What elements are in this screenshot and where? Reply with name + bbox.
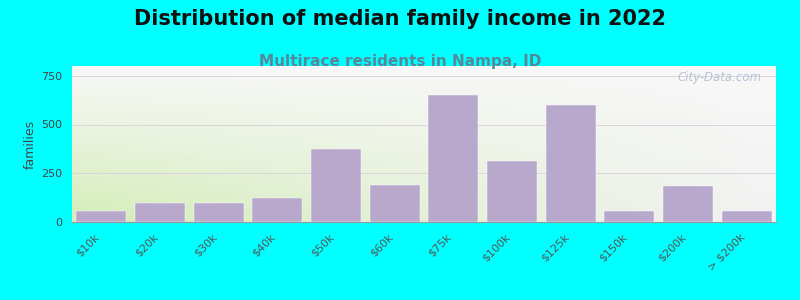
Bar xyxy=(722,211,771,222)
Bar xyxy=(487,160,537,222)
Text: Multirace residents in Nampa, ID: Multirace residents in Nampa, ID xyxy=(259,54,541,69)
Text: Distribution of median family income in 2022: Distribution of median family income in … xyxy=(134,9,666,29)
Bar xyxy=(194,203,243,222)
Bar xyxy=(429,95,478,222)
Bar xyxy=(311,149,361,222)
Bar xyxy=(605,211,654,222)
Y-axis label: families: families xyxy=(24,119,37,169)
Text: City-Data.com: City-Data.com xyxy=(678,71,762,84)
Bar xyxy=(253,198,302,222)
Bar xyxy=(546,105,595,222)
Bar xyxy=(370,185,419,222)
Bar xyxy=(135,203,185,222)
Bar xyxy=(663,186,713,222)
Bar xyxy=(77,211,126,222)
